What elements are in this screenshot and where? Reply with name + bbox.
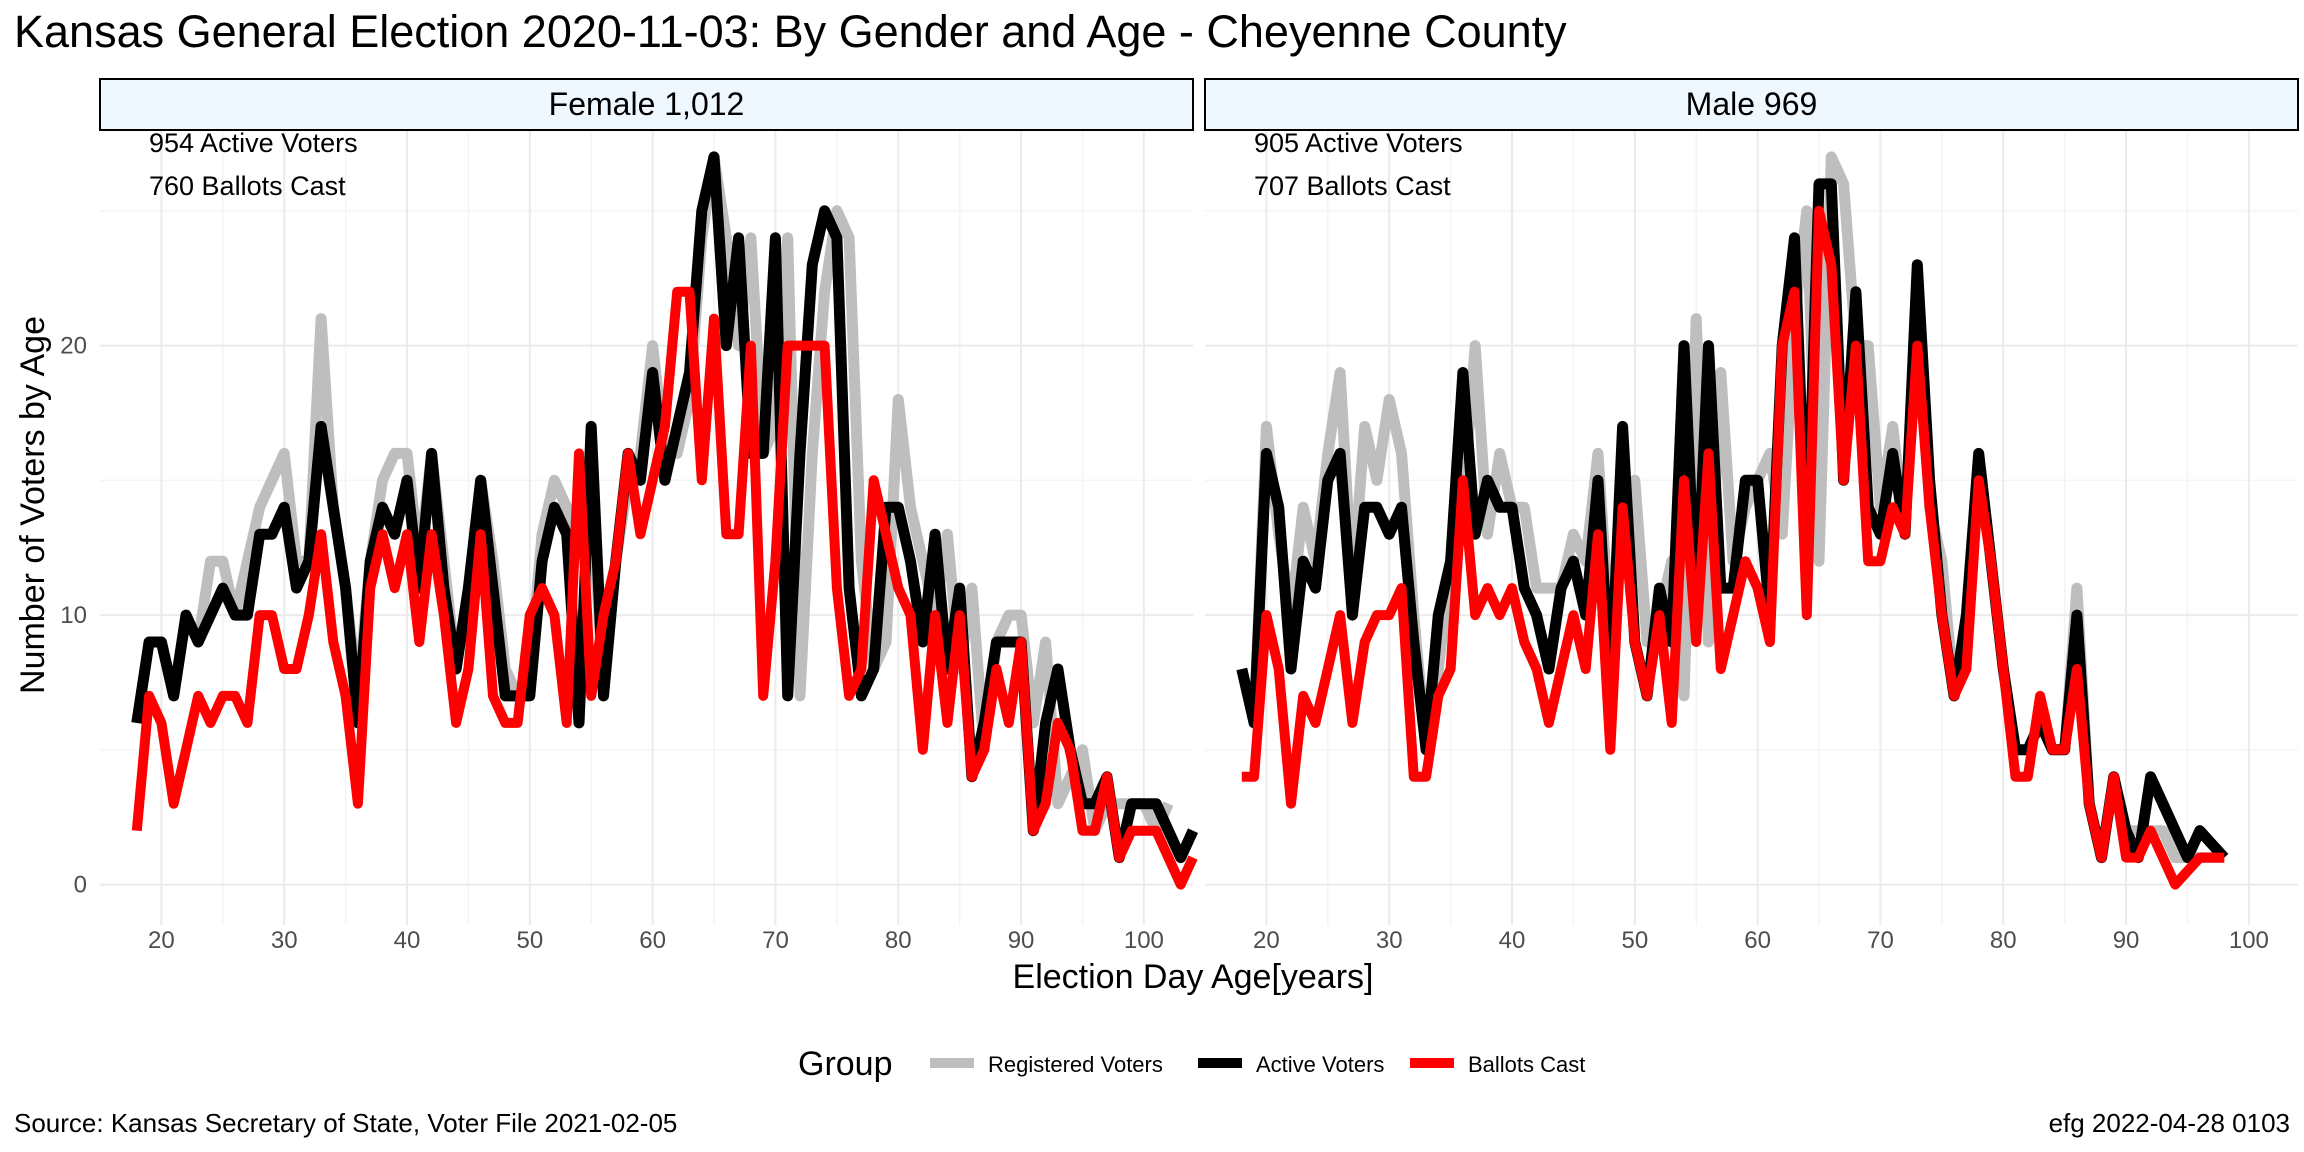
y-axis-label: Number of Voters by Age — [14, 316, 52, 694]
y-tick-label: 10 — [60, 602, 87, 629]
facet-strip — [99, 78, 1194, 131]
x-tick-label: 50 — [1621, 927, 1648, 954]
legend: Group Registered Voters Active Voters Ba… — [798, 1045, 1585, 1083]
facet-strip-label: Female 1,012 — [549, 86, 745, 122]
x-tick-label: 40 — [394, 927, 421, 954]
facet-strip — [1204, 78, 2299, 131]
x-tick-label: 100 — [2229, 927, 2269, 954]
panel-annotation: 760 Ballots Cast — [149, 171, 346, 201]
y-tick-label: 20 — [60, 333, 87, 360]
x-tick-label: 90 — [2113, 927, 2140, 954]
series-line-ballots — [1241, 205, 2225, 890]
x-tick-label: 60 — [639, 927, 666, 954]
x-tick-label: 60 — [1744, 927, 1771, 954]
x-tick-label: 70 — [762, 927, 789, 954]
page-title: Kansas General Election 2020-11-03: By G… — [14, 6, 1567, 57]
legend-title: Group — [798, 1045, 893, 1083]
x-tick-label: 40 — [1499, 927, 1526, 954]
x-tick-label: 30 — [271, 927, 298, 954]
x-tick-label: 90 — [1008, 927, 1035, 954]
x-tick-label: 20 — [1253, 927, 1280, 954]
x-axis-label: Election Day Age[years] — [1013, 958, 1374, 996]
facet-strip-label: Male 969 — [1686, 86, 1818, 122]
y-tick-label: 0 — [74, 872, 87, 899]
panel-annotation: 707 Ballots Cast — [1254, 171, 1451, 201]
x-tick-label: 70 — [1867, 927, 1894, 954]
x-tick-label: 20 — [148, 927, 175, 954]
panel-annotation: 905 Active Voters — [1254, 128, 1463, 158]
legend-label-ballots: Ballots Cast — [1468, 1052, 1585, 1077]
panel-annotation: 954 Active Voters — [149, 128, 358, 158]
legend-label-active: Active Voters — [1256, 1052, 1384, 1077]
panel-male: Male 969 905 Active Voters 707 Ballots Cas… — [1204, 78, 2299, 954]
x-tick-label: 100 — [1124, 927, 1164, 954]
x-tick-label: 80 — [885, 927, 912, 954]
x-tick-label: 50 — [516, 927, 543, 954]
legend-label-registered: Registered Voters — [988, 1052, 1163, 1077]
source-caption: Source: Kansas Secretary of State, Voter… — [14, 1108, 678, 1138]
timestamp-caption: efg 2022-04-28 0103 — [2048, 1108, 2290, 1138]
series-line-ballots — [131, 286, 1198, 890]
x-tick-label: 30 — [1376, 927, 1403, 954]
x-tick-label: 80 — [1990, 927, 2017, 954]
panel-female: Female 1,012 954 Active Voters 760 Ballots… — [60, 78, 1199, 954]
